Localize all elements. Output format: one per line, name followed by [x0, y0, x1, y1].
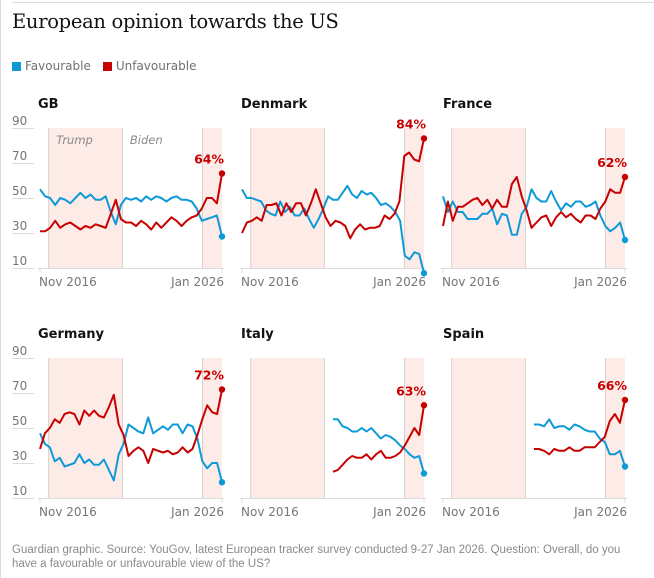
- unfavourable-end-label: 66%: [597, 378, 627, 393]
- panel-gb: 90 70 50 30 10 Trump Biden Nov 2016 Jan 2026 GB 64…: [12, 97, 226, 289]
- y-tick-label: 30: [12, 449, 27, 463]
- x-tick-label-start: Nov 2016: [241, 505, 299, 519]
- panel-title: Italy: [241, 327, 274, 342]
- trump-era-shade: [48, 358, 122, 498]
- legend-swatch-unfavourable: [102, 61, 112, 71]
- chart-title: European opinion towards the US: [12, 10, 339, 33]
- legend: Favourable Unfavourable: [12, 59, 208, 73]
- trump-era-shade: [604, 128, 625, 268]
- unfavourable-line: [40, 173, 223, 233]
- favourable-end-point: [621, 463, 629, 470]
- unfavourable-line: [39, 389, 223, 464]
- unfavourable-end-point: [218, 386, 226, 393]
- favourable-line: [442, 188, 626, 241]
- panel-title: Denmark: [241, 97, 308, 112]
- y-tick-label: 10: [12, 254, 27, 268]
- y-tick-label: 30: [12, 219, 27, 233]
- favourable-end-point: [621, 236, 629, 244]
- y-tick-label: 50: [12, 184, 27, 198]
- era-label-biden: Biden: [130, 133, 163, 147]
- x-tick-label-end: Jan 2026: [573, 505, 627, 519]
- trump-era-shade: [250, 128, 324, 268]
- trump-era-shade: [604, 358, 625, 498]
- legend-item-favourable: Favourable: [12, 59, 91, 73]
- unfavourable-line: [534, 399, 626, 456]
- frame-border-left: [0, 0, 1, 578]
- unfavourable-end-point: [218, 170, 226, 177]
- favourable-line: [39, 416, 223, 483]
- unfavourable-end-point: [621, 396, 629, 404]
- panel-title: GB: [38, 97, 59, 112]
- panel-spain: Nov 2016 Jan 2026 Spain 66%: [441, 327, 629, 519]
- favourable-end-point: [420, 470, 428, 477]
- favourable-line: [241, 184, 425, 274]
- unfavourable-end-label: 64%: [194, 152, 224, 167]
- unfavourable-end-point: [420, 402, 428, 409]
- unfavourable-line: [241, 138, 425, 240]
- legend-swatch-favourable: [12, 61, 21, 71]
- x-tick-label-end: Jan 2026: [372, 505, 426, 519]
- x-tick-label-end: Jan 2026: [372, 275, 426, 289]
- y-tick-label: 50: [12, 414, 27, 428]
- panel-denmark: Nov 2016 Jan 2026 Denmark 84%: [240, 97, 428, 289]
- x-tick-label-end: Jan 2026: [170, 275, 224, 289]
- trump-era-shade: [451, 358, 525, 498]
- panel-title: Spain: [443, 327, 484, 342]
- legend-label-favourable: Favourable: [25, 59, 91, 73]
- era-label-trump: Trump: [56, 133, 93, 147]
- trump-era-shade: [403, 128, 424, 268]
- y-tick-label: 10: [12, 484, 27, 498]
- panel-germany: 90 70 50 30 10 Nov 2016 Jan 2026 Germany 72%: [12, 327, 226, 519]
- favourable-line: [333, 418, 425, 474]
- x-tick-label-end: Jan 2026: [573, 275, 627, 289]
- unfavourable-end-label: 62%: [597, 155, 627, 170]
- legend-item-unfavourable: Unfavourable: [102, 59, 197, 73]
- y-tick-label: 90: [12, 114, 27, 128]
- favourable-line: [39, 188, 223, 237]
- x-tick-label-start: Nov 2016: [442, 505, 500, 519]
- favourable-line: [534, 418, 626, 467]
- x-tick-label-end: Jan 2026: [170, 505, 224, 519]
- panel-title: France: [443, 97, 492, 112]
- trump-era-shade: [250, 358, 324, 498]
- x-tick-label-start: Nov 2016: [241, 275, 299, 289]
- y-tick-label: 70: [12, 149, 27, 163]
- trump-era-shade: [451, 128, 525, 268]
- unfavourable-end-label: 72%: [194, 368, 224, 383]
- y-tick-label: 70: [12, 379, 27, 393]
- panel-italy: Nov 2016 Jan 2026 Italy 63%: [240, 327, 428, 519]
- x-tick-label-start: Nov 2016: [442, 275, 500, 289]
- unfavourable-end-point: [621, 173, 629, 181]
- source-note: Guardian graphic. Source: YouGov, latest…: [12, 544, 621, 570]
- unfavourable-end-label: 63%: [396, 383, 426, 398]
- favourable-end-point: [218, 233, 226, 240]
- y-tick-label: 90: [12, 344, 27, 358]
- x-tick-label-start: Nov 2016: [39, 505, 97, 519]
- legend-label-unfavourable: Unfavourable: [115, 59, 197, 73]
- unfavourable-end-point: [420, 135, 428, 142]
- panel-france: Nov 2016 Jan 2026 France 62%: [441, 97, 629, 289]
- frame-border-top: [12, 2, 654, 3]
- panel-title: Germany: [38, 327, 104, 342]
- favourable-end-point: [218, 479, 226, 486]
- favourable-end-point: [420, 270, 428, 277]
- unfavourable-end-label: 84%: [396, 117, 426, 132]
- unfavourable-line: [442, 176, 626, 229]
- unfavourable-line: [332, 405, 425, 473]
- x-tick-label-start: Nov 2016: [39, 275, 97, 289]
